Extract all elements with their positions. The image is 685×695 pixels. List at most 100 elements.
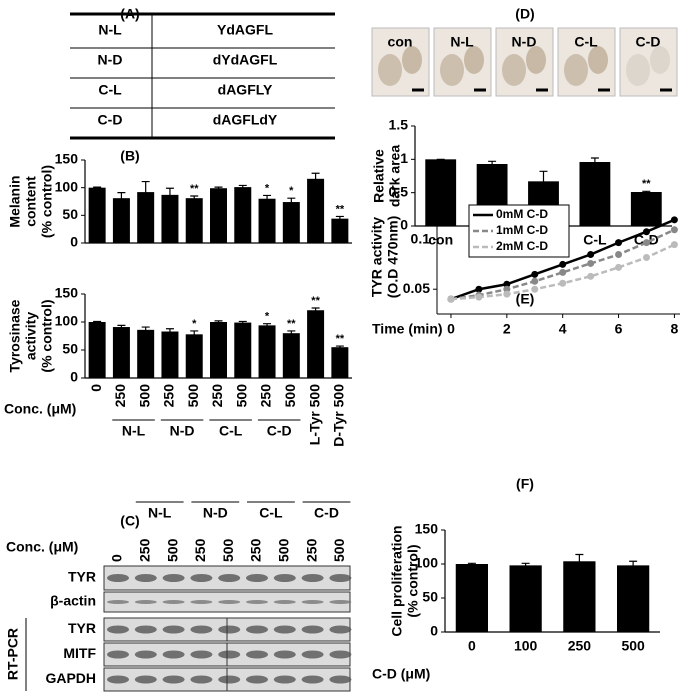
blot-row-label: MITF <box>63 645 96 661</box>
lane-label: 250 <box>303 538 319 562</box>
error-bar <box>287 330 296 337</box>
y-tick-label: 0.05 <box>403 280 430 296</box>
x-tick-label: 250 <box>258 384 274 408</box>
bar <box>137 329 155 378</box>
point <box>559 279 567 287</box>
cell <box>440 54 464 86</box>
y-tick-label: 1.5 <box>389 117 409 133</box>
x-tick-label: L-Tyr 500 <box>306 384 322 445</box>
y-tick-label: 0.5 <box>389 183 409 199</box>
blot-band <box>107 675 129 684</box>
point <box>587 259 595 267</box>
y-axis-label: (O.D 470nm) <box>385 216 401 298</box>
y-tick-label: 100 <box>415 555 439 571</box>
error-bar <box>590 157 599 167</box>
table-cell: N-L <box>98 22 122 38</box>
error-bar <box>93 320 102 324</box>
x-tick-label: 0 <box>447 321 455 337</box>
point <box>531 285 539 293</box>
bar <box>161 194 179 243</box>
panel-label: (F) <box>516 476 534 492</box>
panel-label: (B) <box>120 148 139 164</box>
bar <box>630 192 662 226</box>
blot-band <box>246 600 268 604</box>
cell <box>564 54 588 86</box>
point <box>503 280 511 288</box>
legend-label: 1mM C-D <box>496 223 548 237</box>
error-bar <box>214 320 223 324</box>
y-tick-label: 0 <box>70 369 78 385</box>
x-tick-label: 500 <box>136 384 152 408</box>
blot-band <box>134 600 157 604</box>
blot-band <box>218 625 241 634</box>
cell <box>588 46 608 74</box>
point <box>642 253 650 261</box>
y-axis-label: activity <box>23 312 39 360</box>
blot-band <box>273 675 296 684</box>
error-bar <box>539 170 548 192</box>
blot-band <box>190 625 213 634</box>
blot-band <box>273 650 296 659</box>
legend-label: 0mM C-D <box>496 207 548 221</box>
blot-band <box>273 625 296 634</box>
blot-band <box>301 574 324 582</box>
error-bar <box>575 553 584 569</box>
x-tick-label: 8 <box>671 321 679 337</box>
image-label: C-L <box>574 34 598 50</box>
bar <box>88 187 106 243</box>
y-tick-label: 150 <box>55 151 79 167</box>
x-tick-label: 250 <box>568 638 592 654</box>
table-cell: dAGFLdY <box>213 112 278 128</box>
x-tick-label: 100 <box>514 638 538 654</box>
y-tick-label: 1 <box>400 150 408 166</box>
panel-label: (C) <box>120 513 139 529</box>
y-tick-label: 100 <box>55 178 79 194</box>
group-label: N-L <box>148 505 172 521</box>
significance: ** <box>336 333 345 345</box>
point <box>642 228 650 236</box>
blot-band <box>301 675 324 684</box>
blot-band <box>218 574 241 582</box>
error-bar <box>467 562 476 566</box>
point <box>559 260 567 268</box>
point <box>670 226 678 234</box>
error-bar <box>238 320 247 325</box>
y-axis-label: Melanin <box>7 175 23 227</box>
blot-band <box>301 600 324 604</box>
point <box>587 251 595 259</box>
y-axis-label: Tyrosinase <box>7 299 23 372</box>
x-tick-label: con <box>428 232 453 248</box>
lane-label: 250 <box>137 538 153 562</box>
point <box>642 239 650 247</box>
point <box>447 295 455 303</box>
x-tick-label: D-Tyr 500 <box>331 384 347 447</box>
cell <box>402 46 422 74</box>
blot-band <box>190 574 213 582</box>
lane-label: 500 <box>331 538 347 562</box>
y-tick-label: 150 <box>415 521 439 537</box>
x-axis-label: Conc. (μM) <box>4 401 76 417</box>
error-bar <box>117 192 126 205</box>
blot-band <box>134 650 157 659</box>
cell <box>626 54 650 86</box>
lane-label: 250 <box>192 538 208 562</box>
lane-label: 0 <box>109 554 125 562</box>
bar <box>210 322 227 378</box>
bar <box>455 564 488 632</box>
bar <box>307 310 325 378</box>
blot-band <box>107 600 129 604</box>
error-bar <box>335 215 344 222</box>
y-tick-label: 50 <box>62 341 78 357</box>
x-tick-label: 2 <box>503 321 511 337</box>
x-tick-label: 0 <box>88 384 104 392</box>
blot-row-label: TYR <box>68 620 96 636</box>
blot-row-label: TYR <box>68 569 96 585</box>
error-bar <box>165 187 174 203</box>
bar <box>331 347 349 378</box>
blot-band <box>218 650 241 659</box>
side-label: RT-PCR <box>5 628 21 680</box>
blot-band <box>134 625 157 634</box>
bar <box>210 188 227 243</box>
y-tick-label: 50 <box>62 206 78 222</box>
y-axis-label: (% control) <box>39 299 55 372</box>
